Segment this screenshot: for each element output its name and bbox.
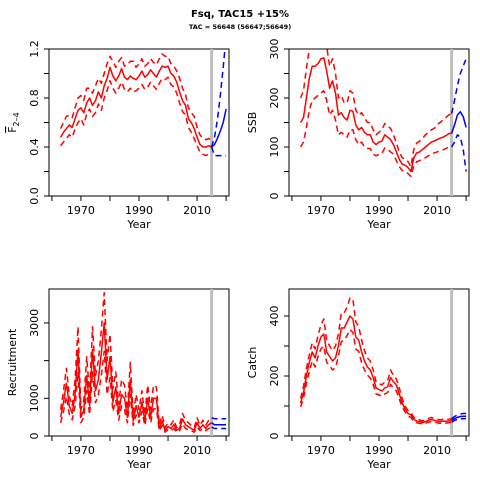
f-hist-line: [59, 65, 212, 148]
f-y-tick-label: 1.2: [28, 40, 41, 58]
recruitment-proj-upper-line: [211, 417, 227, 420]
f-x-tick-label: 1970: [67, 204, 95, 217]
catch-hist-upper-line: [299, 297, 452, 422]
f-proj-upper-line: [210, 49, 226, 148]
catch-proj-line: [451, 415, 467, 422]
catch-proj-upper-line: [451, 412, 467, 420]
recruitment-hist-upper-line: [59, 292, 213, 429]
catch-series-group: [299, 297, 467, 425]
ssb-plot-frame: [288, 48, 470, 197]
recruitment-proj-lower-line: [211, 426, 227, 430]
f-y-axis-label-sub: 2–4: [12, 112, 21, 126]
catch-hist-line: [299, 315, 452, 424]
f-y-axis-label: F2–4: [6, 112, 21, 133]
recruitment-y-axis-label: Recruitment: [6, 328, 19, 396]
recruitment-x-axis-label: Year: [126, 458, 151, 471]
ssb-proj-line: [450, 110, 467, 134]
recruitment-y-tick-label: 3000: [28, 309, 41, 337]
catch-x-tick-label: 2010: [423, 444, 451, 457]
recruitment-hist-lower-line: [59, 350, 212, 433]
panel-f: 1970 1990 2010 Year 0.0 0.4 0.8 1.2 F2–4: [6, 40, 230, 231]
f-hist-lower-line: [60, 76, 212, 157]
f-proj-lower-line: [210, 146, 227, 157]
panel-recruitment: 1970 1990 2010 Year 0 1000 3000 Recruitment: [6, 288, 230, 471]
recruitment-y-tick-label: 1000: [28, 384, 41, 412]
recruitment-proj-line: [211, 422, 227, 426]
f-y-tick-label: 0.8: [28, 89, 41, 107]
ssb-hist-lower-line: [299, 89, 452, 178]
f-y-axis-label-main: F: [6, 126, 19, 132]
recruitment-series-group: [59, 292, 227, 433]
catch-y-tick-label: 200: [268, 366, 281, 387]
catch-proj-lower-line: [451, 417, 467, 423]
ssb-y-axis-label: SSB: [246, 112, 259, 134]
ssb-y-tick-label: 100: [268, 137, 281, 158]
catch-y-tick-label: 0: [268, 433, 281, 440]
figure-title: Fsq, TAC15 +15%: [190, 9, 290, 20]
ssb-x-tick-label: 1990: [365, 204, 393, 217]
ssb-y-tick-label: 0: [268, 193, 281, 200]
f-x-tick-label: 2010: [183, 204, 211, 217]
figure-subtitle: TAC = 56648 (56647;56649): [188, 23, 292, 31]
catch-y-axis-label: Catch: [246, 347, 259, 379]
f-x-axis-label: Year: [126, 218, 151, 231]
panel-ssb: 1970 1990 2010 Year 0 100 200 300 SSB: [246, 39, 470, 231]
ssb-y-tick-label: 300: [268, 39, 281, 60]
ssb-x-tick-label: 2010: [423, 204, 451, 217]
recruitment-hist-line: [59, 322, 213, 432]
catch-hist-lower-line: [299, 328, 452, 425]
f-x-tick-label: 1990: [125, 204, 153, 217]
f-proj-line: [211, 108, 227, 148]
ssb-proj-upper-line: [450, 58, 467, 114]
ssb-x-axis-label: Year: [366, 218, 391, 231]
ssb-proj-lower-line: [450, 134, 467, 172]
f-plot-frame: [48, 48, 230, 197]
ssb-hist-upper-line: [299, 49, 452, 168]
f-y-tick-label: 0.0: [28, 187, 41, 205]
ssb-y-tick-label: 200: [268, 88, 281, 109]
recruitment-y-tick-label: 0: [28, 433, 41, 440]
recruitment-x-tick-label: 2010: [183, 444, 211, 457]
catch-plot-frame: [288, 288, 470, 437]
f-series-group: [59, 49, 227, 157]
ssb-x-tick-label: 1970: [307, 204, 335, 217]
f-hist-upper-line: [59, 53, 213, 142]
catch-y-tick-label: 400: [268, 306, 281, 327]
catch-x-tick-label: 1970: [307, 444, 335, 457]
panel-catch: 1970 1990 2010 Year 0 200 400 Catch: [246, 288, 470, 471]
catch-x-tick-label: 1990: [365, 444, 393, 457]
ssb-series-group: [299, 49, 467, 178]
f-y-tick-label: 0.4: [28, 138, 41, 156]
ssb-hist-line: [299, 57, 452, 173]
recruitment-x-tick-label: 1970: [67, 444, 95, 457]
recruitment-x-tick-label: 1990: [125, 444, 153, 457]
catch-x-axis-label: Year: [366, 458, 391, 471]
